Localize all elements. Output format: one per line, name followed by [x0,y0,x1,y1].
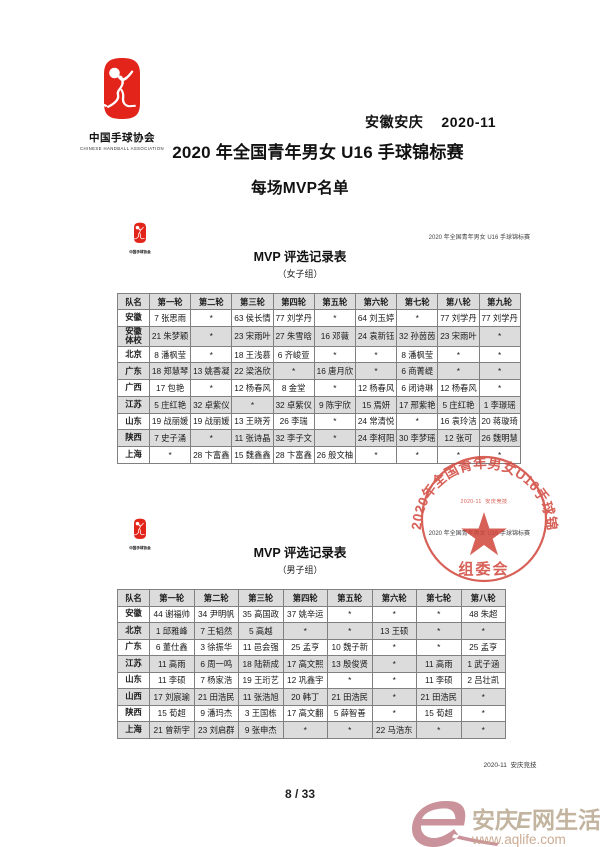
svg-text:E: E [516,807,532,833]
svg-text:网生活: 网生活 [532,807,600,833]
svg-text:2020-11 安庆竞技: 2020-11 安庆竞技 [460,497,507,505]
svg-text:www.aqlife.com: www.aqlife.com [471,832,566,847]
svg-text:安庆: 安庆 [472,807,518,833]
svg-text:组委会: 组委会 [458,560,509,578]
